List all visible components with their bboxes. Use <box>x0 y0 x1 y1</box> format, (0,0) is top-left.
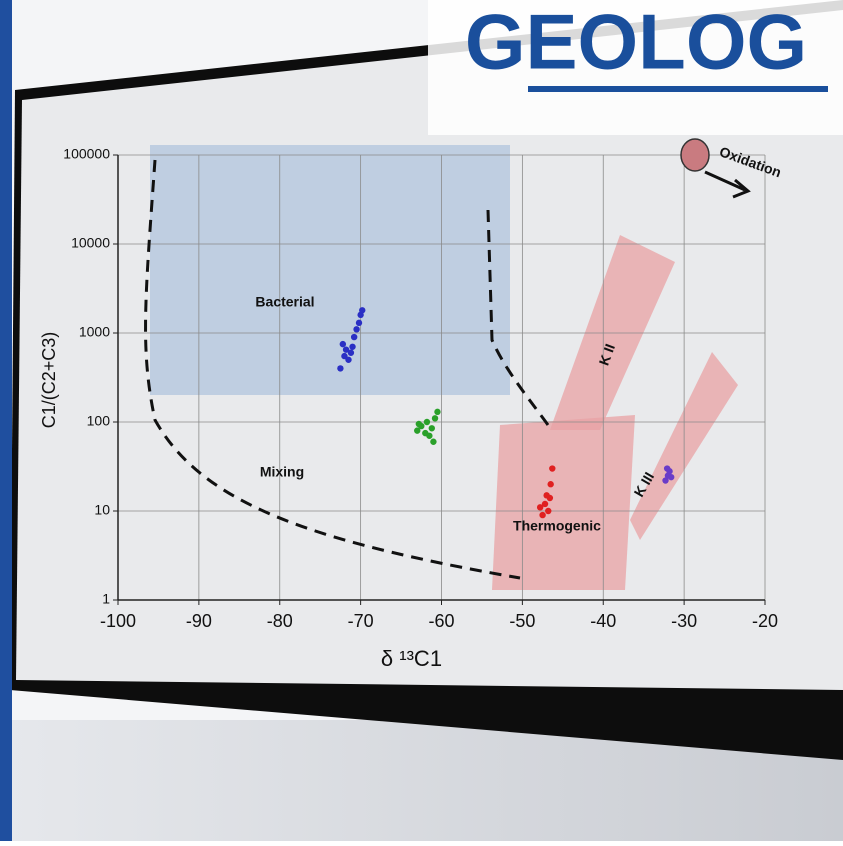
k2-zone <box>550 235 675 430</box>
boundary-curve <box>144 159 521 580</box>
y-tick-label: 100 <box>87 413 111 429</box>
logo: GEOLOG <box>465 0 807 86</box>
y-tick-label: 10 <box>94 502 110 518</box>
point <box>536 504 544 511</box>
x-tick-label: -60 <box>428 611 454 631</box>
point <box>342 346 350 353</box>
point <box>349 343 356 350</box>
point <box>414 427 421 434</box>
point <box>431 415 439 422</box>
point <box>345 356 352 363</box>
x-tick-label: -50 <box>509 611 535 631</box>
point <box>426 432 433 439</box>
logo-underline <box>528 86 828 92</box>
x-tick-label: -90 <box>186 611 212 631</box>
y-axis-label: C1/(C2+C3) <box>39 332 59 429</box>
point <box>549 465 556 472</box>
x-tick-label: -40 <box>590 611 616 631</box>
x-tick-label: -30 <box>671 611 697 631</box>
boundary-curve <box>486 209 550 426</box>
y-tick-label: 100000 <box>63 146 110 162</box>
point <box>347 349 355 356</box>
point <box>547 481 554 488</box>
point <box>430 438 437 445</box>
annotation: Mixing <box>260 464 304 480</box>
point <box>541 500 549 508</box>
point <box>662 477 669 484</box>
point <box>423 418 431 426</box>
bacterial-zone <box>150 145 510 395</box>
point <box>667 473 675 481</box>
y-tick-label: 1000 <box>79 324 110 340</box>
point <box>539 511 546 519</box>
point <box>359 307 366 314</box>
x-axis-label: δ ¹³C1 <box>381 646 442 671</box>
point <box>350 333 358 341</box>
thermogenic-zone <box>492 415 635 590</box>
annotation: K II <box>596 342 618 368</box>
point <box>545 507 552 515</box>
y-tick-label: 1 <box>102 591 110 607</box>
point <box>337 365 344 372</box>
logo-panel <box>428 0 843 135</box>
point <box>415 420 423 428</box>
plot: 1 10 100 1000 10000 100000 -100 -90 -80 -70 -60 -50… <box>39 146 778 671</box>
oxidation-marker <box>680 138 710 172</box>
point <box>341 352 348 360</box>
point <box>434 408 441 416</box>
annotation: Thermogenic <box>513 518 601 534</box>
oxidation-arrow <box>704 170 751 199</box>
side-bar <box>0 0 12 841</box>
annotation: Bacterial <box>255 294 314 310</box>
x-tick-label: -70 <box>348 611 374 631</box>
point <box>428 425 435 432</box>
point <box>355 319 363 327</box>
y-tick-label: 10000 <box>71 235 110 251</box>
point <box>663 465 671 472</box>
x-tick-label: -80 <box>267 611 293 631</box>
point <box>339 340 347 348</box>
point <box>546 494 554 502</box>
point <box>353 326 360 333</box>
x-tick-label: -100 <box>100 611 136 631</box>
x-tick-label: -20 <box>752 611 778 631</box>
